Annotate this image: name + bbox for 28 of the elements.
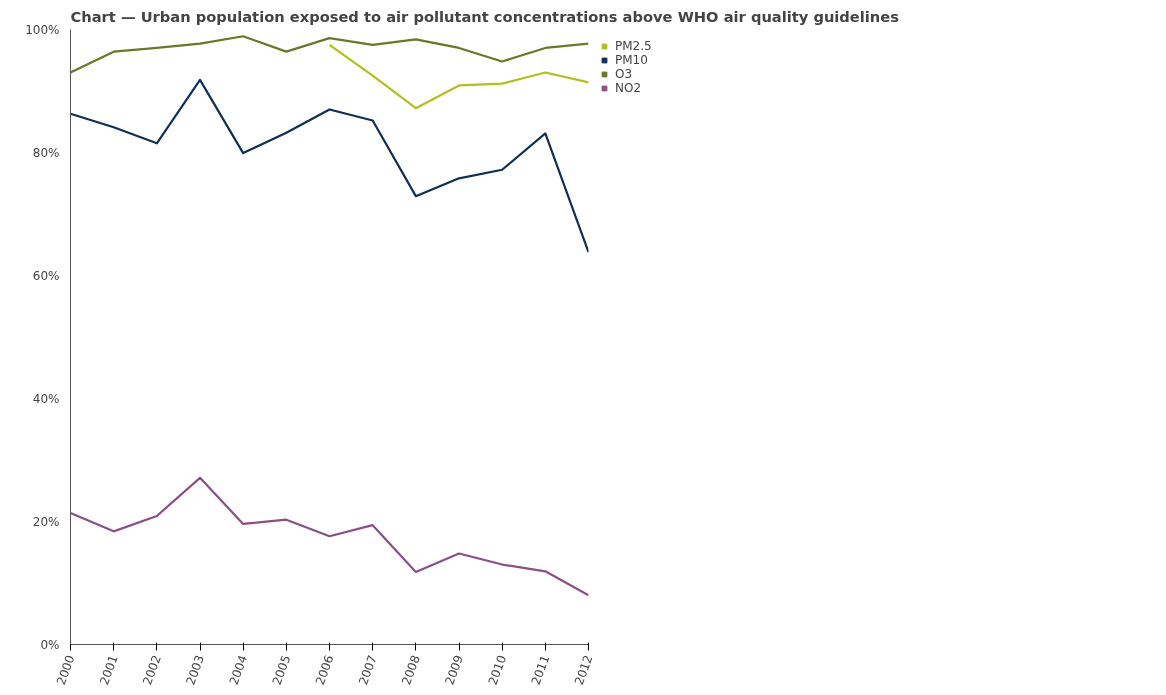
- y-tick-label: 20%: [32, 514, 60, 529]
- x-tick-label: 2007: [356, 653, 380, 687]
- x-tick-label: 2001: [97, 653, 121, 687]
- line-series: [70, 476, 589, 597]
- x-tick-label: 2011: [528, 653, 553, 687]
- x-tick-label: 2000: [53, 653, 78, 687]
- y-tick-label: 80%: [32, 145, 60, 160]
- x-tick-label: 2002: [140, 653, 164, 687]
- legend-label: PM10: [615, 53, 648, 67]
- y-tick-label: 0%: [40, 637, 60, 652]
- x-tick-label: 2008: [399, 653, 423, 687]
- x-tick-label: 2003: [183, 653, 208, 687]
- y-tick-label: 40%: [32, 391, 60, 406]
- x-tick-label: 2004: [226, 653, 251, 687]
- legend-label: O3: [615, 67, 634, 81]
- x-tick-label: 2012: [571, 653, 596, 687]
- line-series: [70, 35, 589, 74]
- chart-title: Chart — Urban population exposed to air pollutant concentrations above WHO air quality guidelines: [70, 7, 900, 25]
- line-series: [70, 78, 589, 254]
- x-tick-label: 2005: [269, 653, 294, 687]
- y-tick-label: 100%: [25, 22, 60, 37]
- legend-label: NO2: [615, 81, 642, 95]
- x-tick-label: 2010: [485, 653, 510, 687]
- legend-label: PM2.5: [615, 39, 652, 53]
- x-tick-label: 2006: [312, 653, 337, 687]
- x-tick-label: 2009: [442, 653, 467, 687]
- y-tick-label: 60%: [32, 268, 60, 283]
- line-series: [328, 43, 589, 110]
